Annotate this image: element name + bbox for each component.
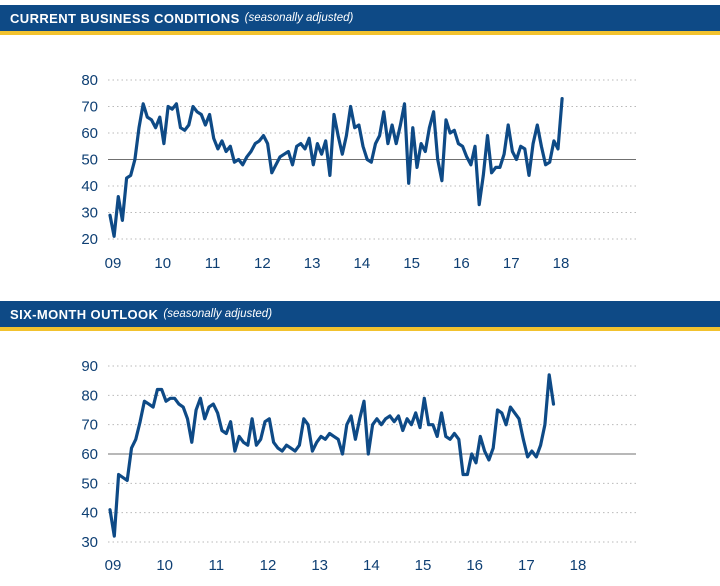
six-month-outlook-x-tick-label: 16 [466,557,483,574]
six-month-outlook-y-tick-label: 40 [81,505,98,522]
current-conditions-x-tick-label: 09 [105,255,122,272]
current-conditions-y-tick-label: 80 [81,72,98,89]
six-month-outlook-chart: 30 40 50 60 70 80 90 09 10 11 12 13 14 15 16 17 18 [81,358,636,574]
six-month-outlook-y-tick-label: 70 [81,417,98,434]
current-conditions-x-tick-label: 18 [553,255,570,272]
six-month-outlook-y-tick-label: 50 [81,475,98,492]
current-conditions-chart: 20 30 40 50 60 70 80 09 10 11 12 13 14 15 16 17 18 [81,72,636,272]
six-month-outlook-x-tick-label: 10 [156,557,173,574]
six-month-outlook-x-tick-label: 11 [209,557,225,574]
six-month-outlook-x-tick-label: 15 [415,557,432,574]
six-month-outlook-y-tick-label: 60 [81,446,98,463]
six-month-outlook-x-tick-label: 13 [311,557,328,574]
six-month-outlook-subtitle: (seasonally adjusted) [163,308,273,320]
six-month-outlook-header: SIX-MONTH OUTLOOK (seasonally adjusted) [0,301,720,331]
current-conditions-y-tick-label: 30 [81,205,98,222]
six-month-outlook-y-tick-label: 80 [81,387,98,404]
current-conditions-y-tick-label: 50 [81,152,98,169]
current-conditions-x-tick-label: 17 [503,255,520,272]
current-conditions-y-tick-label: 70 [81,99,98,116]
current-conditions-y-tick-label: 20 [81,231,98,248]
six-month-outlook-x-tick-label: 14 [363,557,380,574]
current-conditions-header: CURRENT BUSINESS CONDITIONS (seasonally … [0,5,720,35]
current-conditions-y-tick-label: 40 [81,178,98,195]
current-conditions-y-tick-label: 60 [81,125,98,142]
current-conditions-title: CURRENT BUSINESS CONDITIONS [10,10,240,26]
current-conditions-x-tick-label: 15 [403,255,420,272]
current-conditions-series-line [108,96,564,238]
current-conditions-x-tick-label: 10 [154,255,171,272]
six-month-outlook-x-tick-label: 12 [260,557,277,574]
six-month-outlook-x-tick-label: 09 [105,557,122,574]
current-conditions-x-tick-label: 12 [254,255,271,272]
six-month-outlook-y-tick-label: 90 [81,358,98,375]
current-conditions-x-tick-label: 13 [304,255,321,272]
six-month-outlook-series-line [108,373,556,538]
six-month-outlook-title: SIX-MONTH OUTLOOK [10,306,159,322]
current-conditions-x-tick-label: 14 [354,255,371,272]
current-conditions-x-tick-label: 16 [453,255,470,272]
six-month-outlook-y-tick-label: 30 [81,534,98,551]
six-month-outlook-x-tick-label: 18 [570,557,587,574]
six-month-outlook-x-tick-label: 17 [518,557,535,574]
current-conditions-x-tick-label: 11 [205,255,221,272]
current-conditions-subtitle: (seasonally adjusted) [244,12,354,24]
